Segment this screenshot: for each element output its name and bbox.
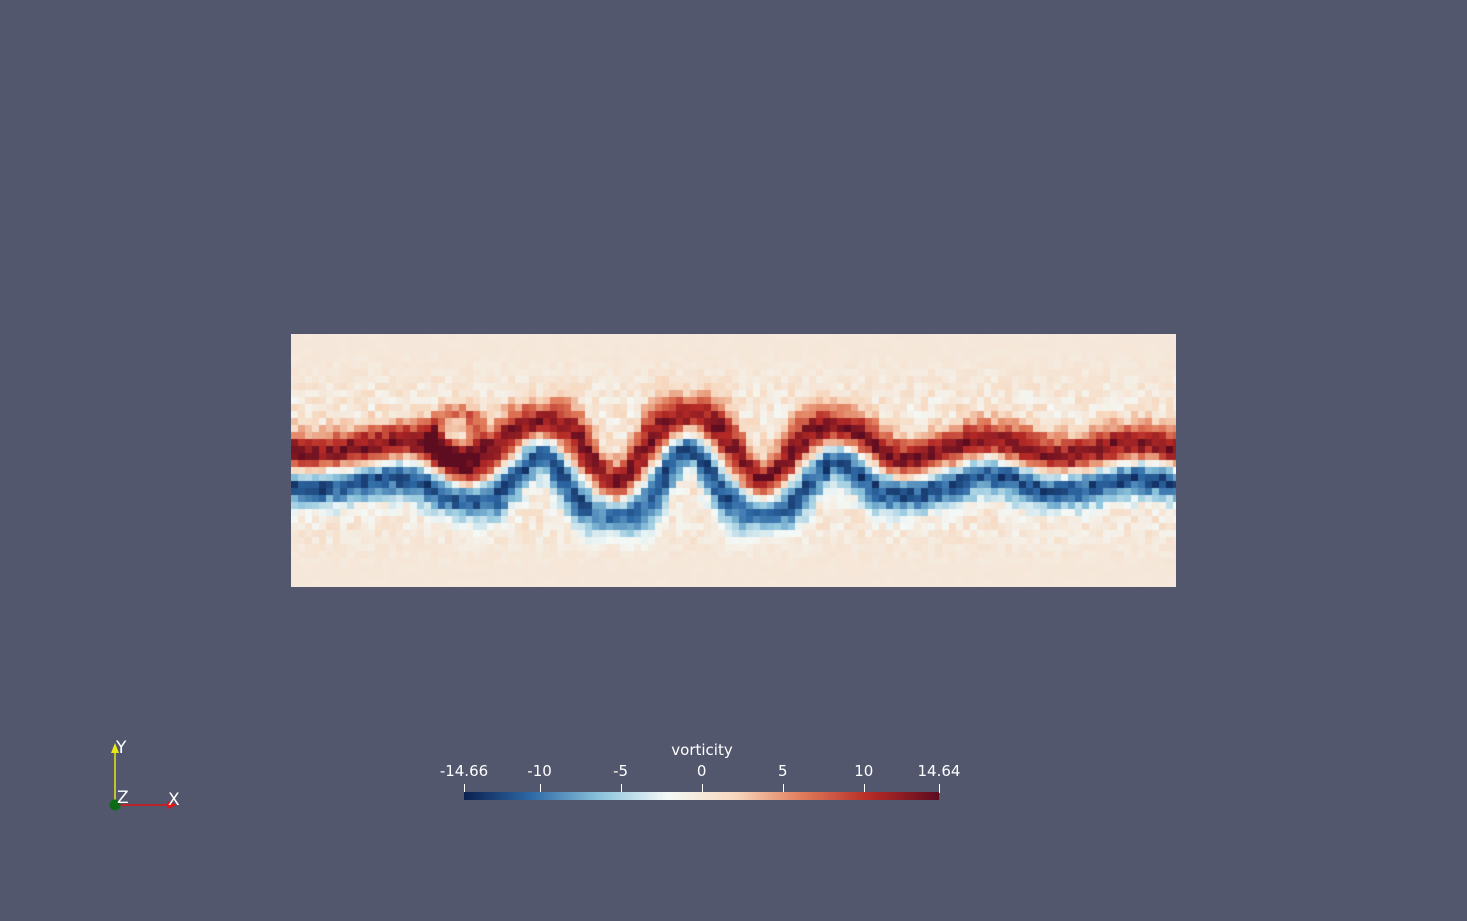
colorbar-tick-label: -10 — [527, 762, 552, 780]
colorbar-tick-label: -5 — [613, 762, 629, 780]
colorbar-tick-label: 14.64 — [917, 762, 961, 780]
colorbar-tick-mark — [939, 784, 940, 793]
z-axis-dot — [109, 799, 121, 811]
y-axis-label: Y — [116, 738, 127, 758]
y-axis-arrowhead — [111, 743, 119, 753]
vorticity-field-plot[interactable] — [291, 334, 1176, 587]
colorbar — [464, 792, 939, 800]
colorbar-tick-mark — [702, 784, 703, 793]
colorbar-tick-label: 5 — [777, 762, 788, 780]
colorbar-tick-mark — [783, 784, 784, 793]
colorbar-tick-mark — [621, 784, 622, 793]
colorbar-tick-mark — [464, 784, 465, 793]
colorbar-tick-mark — [540, 784, 541, 793]
colorbar-tick-mark — [864, 784, 865, 793]
x-axis-label: X — [168, 790, 180, 810]
colorbar-title: vorticity — [671, 741, 733, 759]
colorbar-tick-label: -14.66 — [439, 762, 489, 780]
colorbar-tick-label: 0 — [696, 762, 707, 780]
orientation-axes: Y Z X — [95, 735, 205, 825]
colorbar-tick-label: 10 — [854, 762, 874, 780]
z-axis-label: Z — [117, 788, 129, 808]
x-axis-arrowhead — [167, 801, 177, 809]
orientation-axes-icon — [109, 743, 177, 811]
